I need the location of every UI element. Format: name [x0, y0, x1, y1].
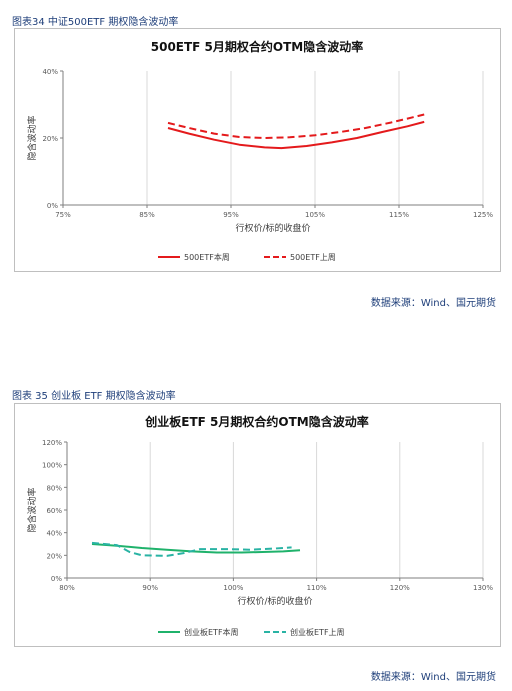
y-tick-label: 0% — [47, 202, 58, 210]
chart-chinext-etf-iv: 创业板ETF 5月期权合约OTM隐含波动率 0% 20% 40% 60% 80% 100% 1… — [26, 414, 493, 637]
x-axis-title: 行权价/标的收盘价 — [235, 222, 310, 234]
series-line-2 — [91, 541, 292, 557]
y-tick-label: 0% — [51, 575, 62, 583]
x-tick-label: 85% — [139, 211, 155, 219]
x-tick-label: 105% — [305, 211, 325, 219]
legend-label: 500ETF上周 — [290, 253, 336, 262]
chart-title: 创业板ETF 5月期权合约OTM隐含波动率 — [144, 414, 368, 429]
x-axis-title: 行权价/标的收盘价 — [237, 595, 312, 607]
y-tick-label: 120% — [42, 439, 62, 447]
x-tick-label: 115% — [389, 211, 409, 219]
y-axis-title: 隐含波动率 — [26, 487, 38, 532]
x-tick-label: 110% — [307, 584, 327, 592]
y-tick-label: 40% — [42, 68, 58, 76]
legend-label: 500ETF本周 — [184, 252, 230, 262]
x-tick-label: 125% — [473, 211, 493, 219]
y-tick-label: 80% — [46, 484, 62, 492]
chart-500etf-iv: 500ETF 5月期权合约OTM隐含波动率 0% 20% 40% 75% 85% 95% 10… — [26, 39, 493, 262]
series-line-1 — [91, 543, 301, 554]
chart-panel: 创业板ETF 5月期权合约OTM隐含波动率 0% 20% 40% 60% 80% 100% 1… — [14, 403, 501, 647]
y-axis-title: 隐含波动率 — [26, 115, 38, 160]
y-tick-label: 40% — [46, 530, 62, 538]
figure-caption: 图表34 中证500ETF 期权隐含波动率 — [12, 17, 179, 28]
data-source-note: 数据来源：Wind、国元期货 — [370, 672, 496, 683]
chart-panel: 500ETF 5月期权合约OTM隐含波动率 0% 20% 40% 75% 85% 95% 10… — [14, 28, 501, 272]
x-tick-label: 100% — [223, 584, 243, 592]
x-tick-label: 130% — [473, 584, 493, 592]
x-tick-label: 90% — [142, 584, 158, 592]
x-tick-label: 75% — [55, 211, 71, 219]
series-line-2 — [167, 113, 425, 139]
data-source-note: 数据来源：Wind、国元期货 — [370, 298, 496, 309]
x-tick-label: 80% — [59, 584, 75, 592]
chart-title: 500ETF 5月期权合约OTM隐含波动率 — [151, 39, 364, 54]
y-tick-label: 60% — [46, 507, 62, 515]
y-tick-label: 20% — [42, 135, 58, 143]
x-tick-label: 95% — [223, 211, 239, 219]
figure-caption: 图表 35 创业板 ETF 期权隐含波动率 — [12, 391, 176, 402]
x-tick-label: 120% — [390, 584, 410, 592]
y-tick-label: 20% — [46, 552, 62, 560]
series-line-1 — [167, 120, 425, 150]
legend-label: 创业板ETF本周 — [184, 627, 239, 637]
y-tick-label: 100% — [42, 462, 62, 470]
legend-label: 创业板ETF上周 — [290, 627, 345, 637]
